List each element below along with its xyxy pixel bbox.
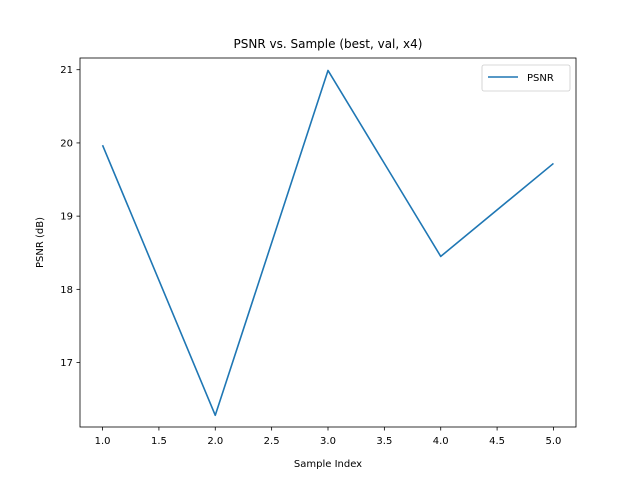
x-axis-label: Sample Index	[294, 459, 362, 470]
x-axis-ticks: 1.0 1.5 2.0 2.5 3.0 3.5 4.0 4.5 5.0	[95, 427, 562, 447]
legend-box	[481, 64, 571, 92]
y-tick-label: 18	[60, 285, 73, 296]
series-line-psnr	[101, 69, 554, 417]
x-tick-label: 5.0	[546, 436, 562, 447]
y-tick-label: 21	[60, 65, 73, 76]
x-tick-label: 3.0	[320, 436, 336, 447]
y-tick-label: 20	[60, 138, 73, 149]
x-tick-label: 2.5	[264, 436, 280, 447]
x-tick-label: 4.0	[433, 436, 449, 447]
y-axis-label: PSNR (dB)	[35, 217, 46, 268]
x-tick-label: 3.5	[376, 436, 392, 447]
chart-title: PSNR vs. Sample (best, val, x4)	[234, 37, 423, 51]
legend-label-psnr: PSNR	[527, 73, 554, 84]
x-tick-label: 1.5	[151, 436, 167, 447]
x-tick-label: 2.0	[207, 436, 223, 447]
x-tick-label: 4.5	[489, 436, 505, 447]
x-tick-label: 1.0	[95, 436, 111, 447]
y-axis-ticks: 17 18 19 20 21	[60, 65, 80, 369]
y-tick-label: 17	[60, 358, 73, 369]
legend: PSNR	[481, 64, 571, 92]
y-tick-label: 19	[60, 212, 73, 223]
